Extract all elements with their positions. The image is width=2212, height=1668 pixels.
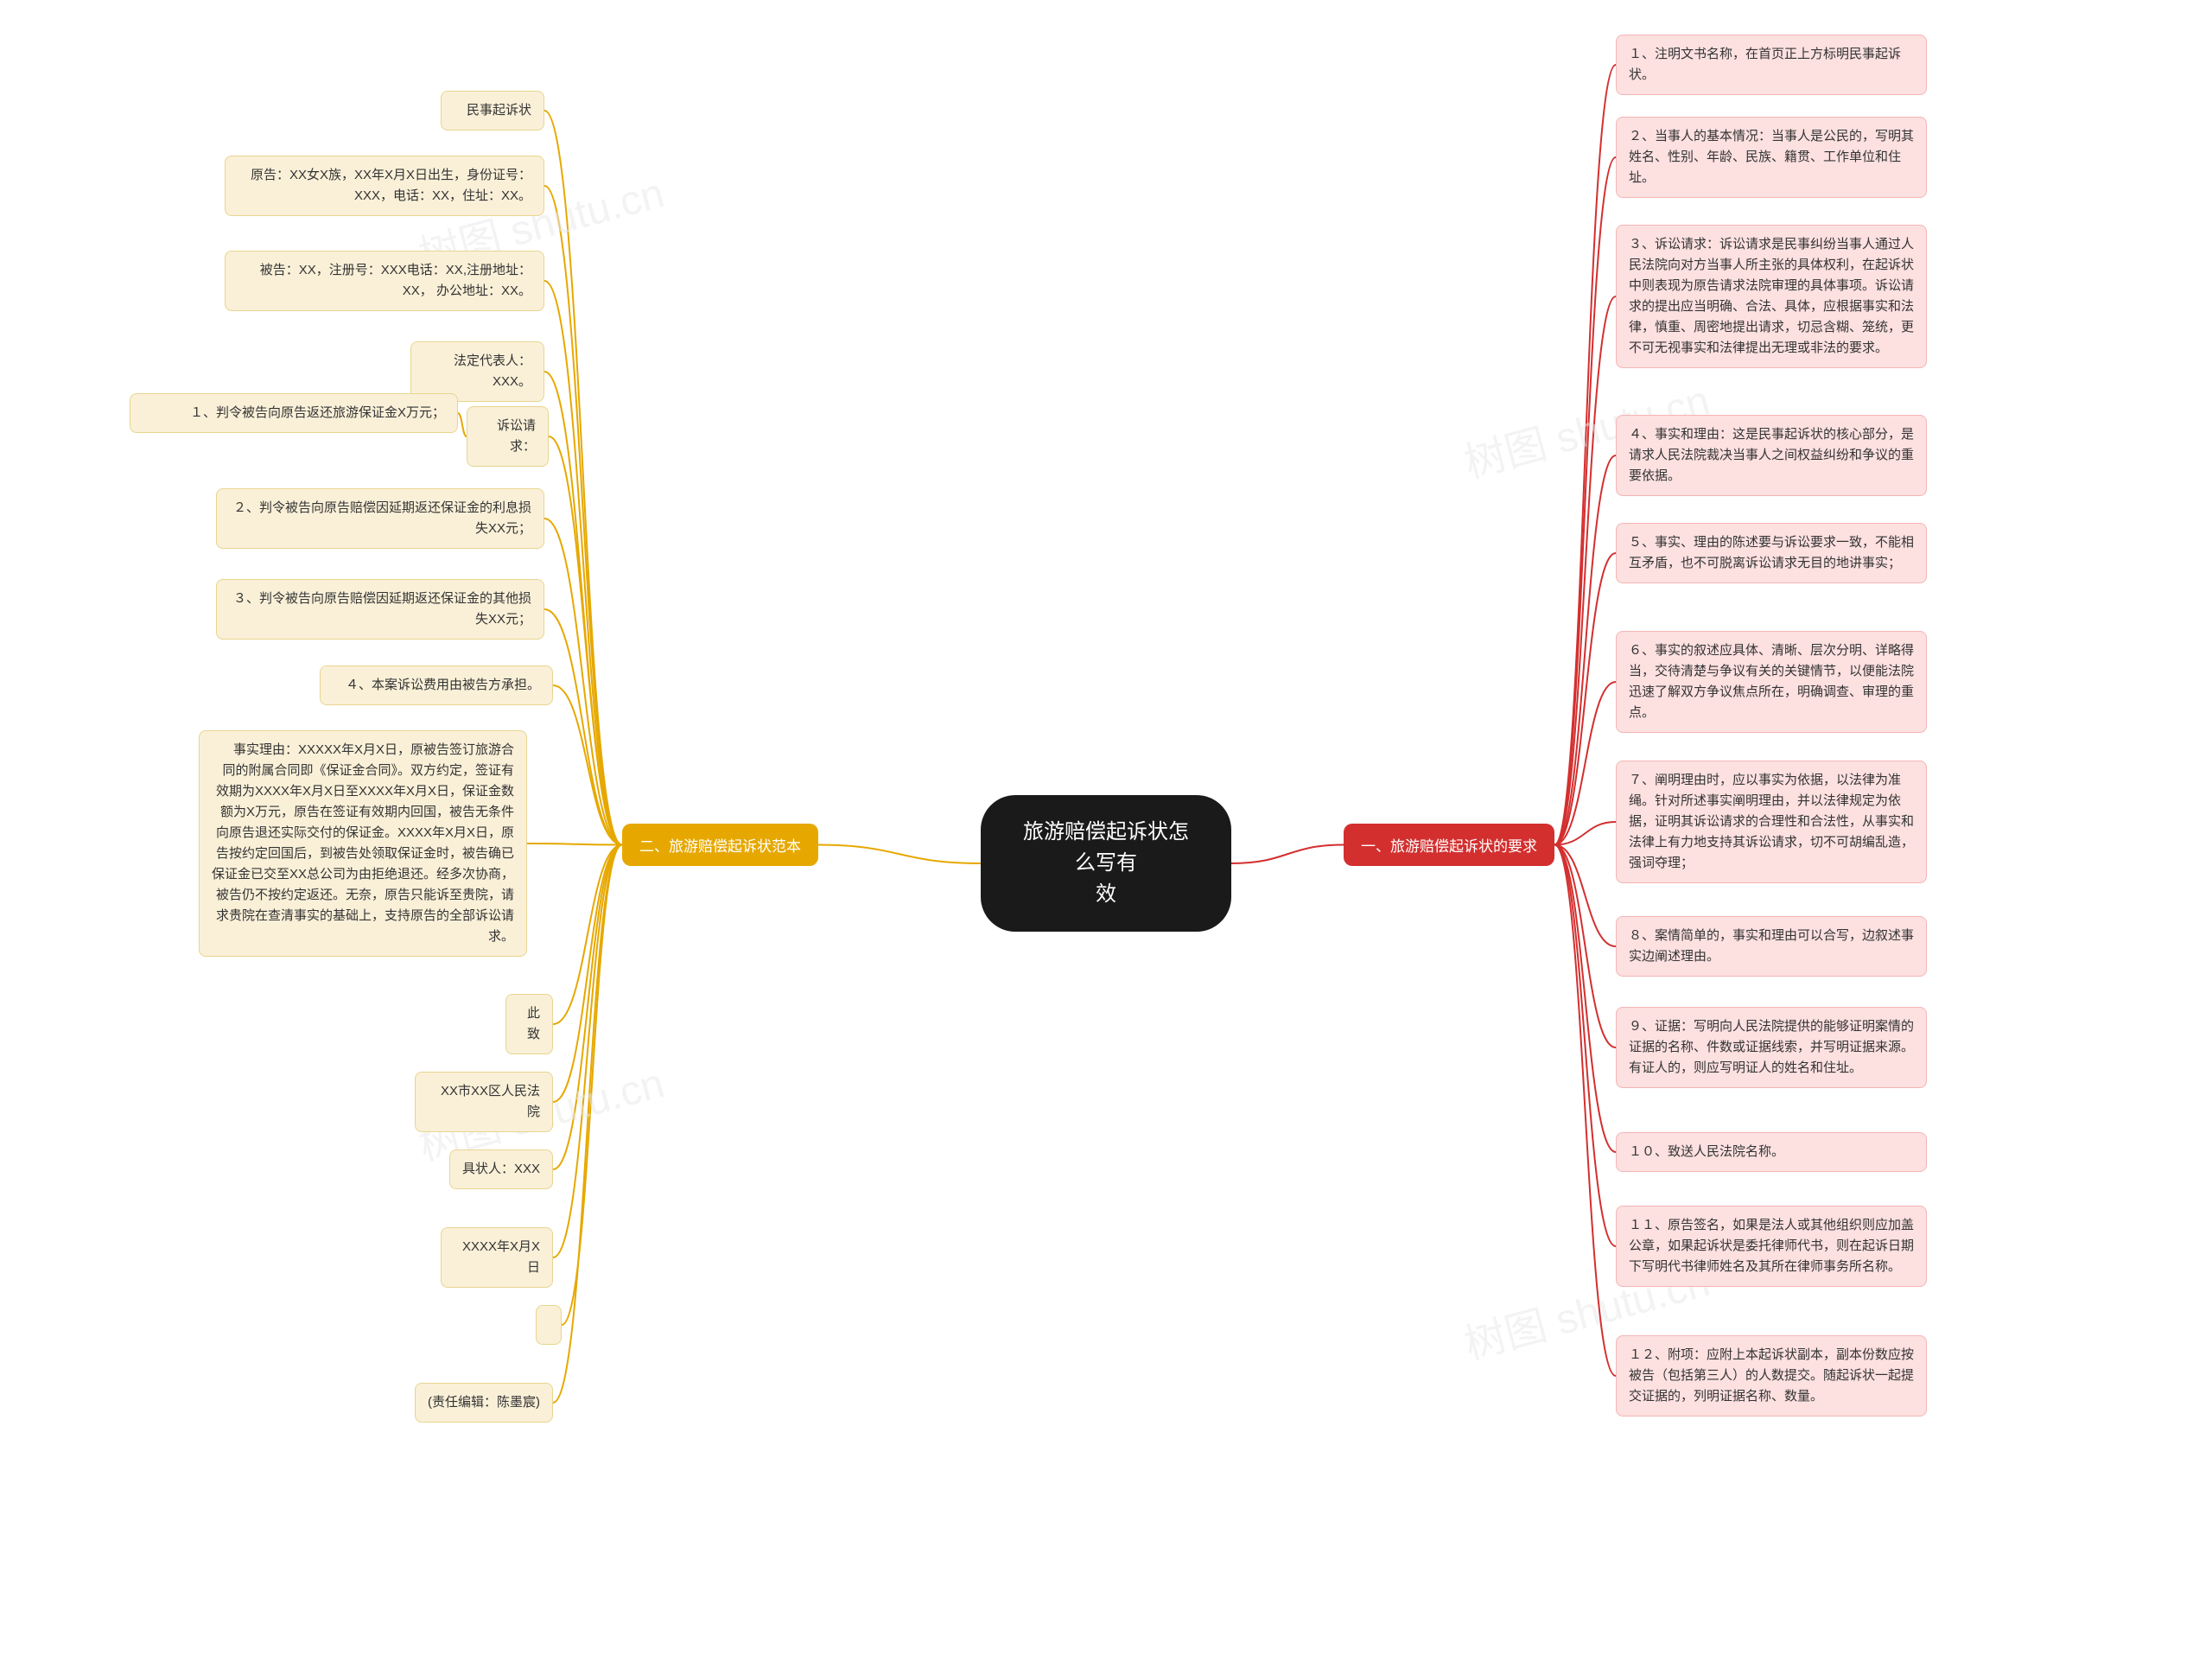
leaf-right-item: ７、阐明理由时，应以事实为依据，以法律为准绳。针对所述事实阐明理由，并以法律规定… [1616,761,1927,883]
center-root-node: 旅游赔偿起诉状怎么写有 效 [981,795,1231,932]
leaf-right-item: １２、附项：应附上本起诉状副本，副本份数应按被告（包括第三人）的人数提交。随起诉… [1616,1335,1927,1417]
leaf-right-item: １０、致送人民法院名称。 [1616,1132,1927,1172]
leaf-left-item: XX市XX区人民法院 [415,1072,553,1132]
center-title-line2: 效 [1096,882,1116,906]
leaf-left-item: XXXX年X月X日 [441,1227,553,1288]
leaf-right-item: ３、诉讼请求：诉讼请求是民事纠纷当事人通过人民法院向对方当事人所主张的具体权利，… [1616,225,1927,368]
branch-requirements: 一、旅游赔偿起诉状的要求 [1344,824,1554,866]
center-title-line1: 旅游赔偿起诉状怎么写有 [1023,820,1189,875]
leaf-left-item: 具状人：XXX [449,1149,553,1189]
leaf-left-item: 原告：XX女X族，XX年X月X日出生，身份证号：XXX，电话：XX，住址：XX。 [225,156,544,216]
leaf-left-item: (责任编辑：陈墨宸) [415,1383,553,1423]
leaf-left-item: 此致 [505,994,553,1054]
leaf-right-item: ２、当事人的基本情况：当事人是公民的，写明其姓名、性别、年龄、民族、籍贯、工作单… [1616,117,1927,198]
leaf-right-item: ９、证据：写明向人民法院提供的能够证明案情的证据的名称、件数或证据线索，并写明证… [1616,1007,1927,1088]
leaf-left-item: 被告：XX，注册号：XXX电话：XX,注册地址：XX， 办公地址：XX。 [225,251,544,311]
leaf-left-item: 民事起诉状 [441,91,544,131]
leaf-right-item: １、注明文书名称，在首页正上方标明民事起诉状。 [1616,35,1927,95]
leaf-left-item: 诉讼请求： [467,406,549,467]
leaf-left-item: ２、判令被告向原告赔偿因延期返还保证金的利息损失XX元； [216,488,544,549]
branch-template: 二、旅游赔偿起诉状范本 [622,824,818,866]
leaf-left-item: 事实理由：XXXXX年X月X日，原被告签订旅游合同的附属合同即《保证金合同》。双… [199,730,527,957]
leaf-right-item: ６、事实的叙述应具体、清晰、层次分明、详略得当，交待清楚与争议有关的关键情节，以… [1616,631,1927,733]
leaf-right-item: １１、原告签名，如果是法人或其他组织则应加盖公章，如果起诉状是委托律师代书，则在… [1616,1206,1927,1287]
leaf-left-item: １、判令被告向原告返还旅游保证金X万元； [130,393,458,433]
leaf-left-item [536,1305,562,1345]
branch-template-label: 二、旅游赔偿起诉状范本 [639,838,801,855]
leaf-left-item: ４、本案诉讼费用由被告方承担。 [320,665,553,705]
branch-requirements-label: 一、旅游赔偿起诉状的要求 [1361,838,1537,855]
leaf-right-item: ８、案情简单的，事实和理由可以合写，边叙述事实边阐述理由。 [1616,916,1927,977]
leaf-right-item: ４、事实和理由：这是民事起诉状的核心部分，是请求人民法院裁决当事人之间权益纠纷和… [1616,415,1927,496]
leaf-left-item: ３、判令被告向原告赔偿因延期返还保证金的其他损失XX元； [216,579,544,640]
leaf-right-item: ５、事实、理由的陈述要与诉讼要求一致，不能相互矛盾，也不可脱离诉讼请求无目的地讲… [1616,523,1927,583]
